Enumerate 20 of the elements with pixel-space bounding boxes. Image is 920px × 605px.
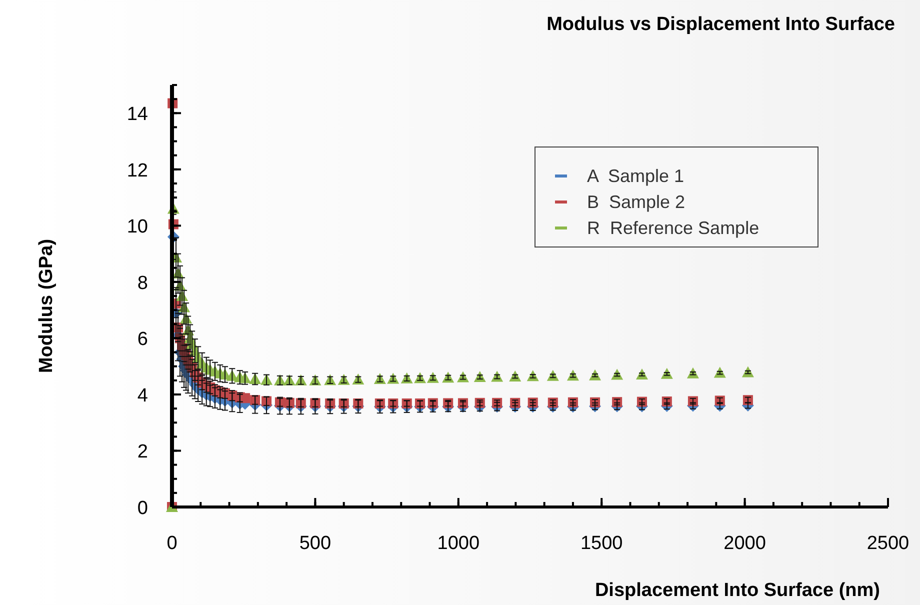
x-axis-title: Displacement Into Surface (nm) (594, 580, 880, 601)
y-axis-title: Modulus (GPa) (36, 238, 57, 374)
x-tick-label: 0 (166, 533, 178, 554)
x-tick-label: 2500 (866, 533, 910, 554)
y-tick-label: 12 (126, 160, 148, 182)
y-tick-label: 4 (137, 385, 148, 406)
x-tick-label: 1000 (437, 533, 480, 554)
y-tick-label: 10 (126, 216, 148, 238)
x-tick-label: 2000 (724, 533, 766, 554)
legend-label: B Sample 2 (587, 192, 686, 212)
x-tick-label: 500 (299, 533, 332, 554)
legend-label: A Sample 1 (587, 166, 684, 186)
y-tick-label: 14 (126, 104, 148, 126)
chart-title: Modulus vs Displacement Into Surface (546, 14, 895, 35)
x-tick-label: 1500 (580, 533, 623, 554)
y-tick-label: 6 (137, 329, 148, 350)
legend-label: R Reference Sample (587, 218, 760, 238)
y-tick-label: 8 (137, 272, 148, 294)
y-tick-label: 0 (137, 498, 148, 519)
y-tick-label: 2 (137, 442, 148, 463)
